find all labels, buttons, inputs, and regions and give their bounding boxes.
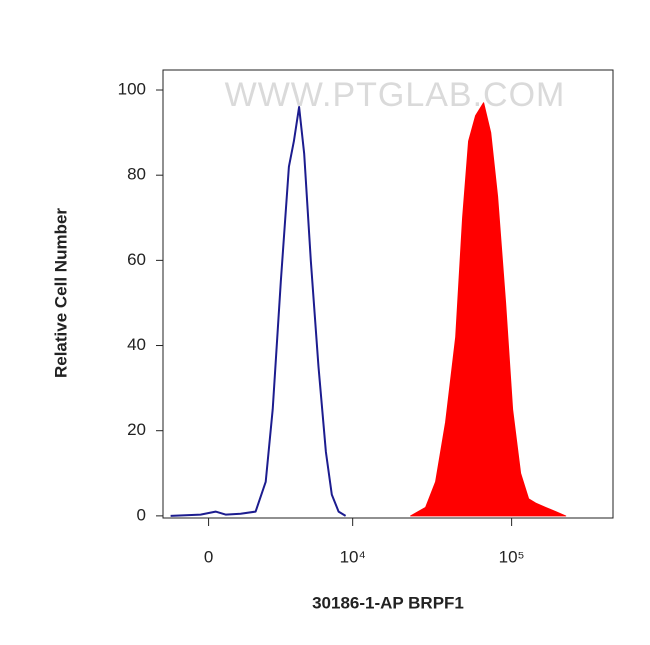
y-axis-label: Relative Cell Number bbox=[51, 208, 70, 378]
y-tick-label: 0 bbox=[137, 505, 146, 524]
outline-histogram bbox=[170, 106, 347, 517]
y-tick-label: 60 bbox=[127, 250, 146, 269]
x-tick-label: 10⁴ bbox=[340, 547, 366, 566]
y-tick-label: 40 bbox=[127, 335, 146, 354]
x-tick-label: 0 bbox=[204, 547, 213, 566]
plot-frame bbox=[162, 69, 614, 519]
y-tick-label: 20 bbox=[127, 420, 146, 439]
y-tick-label: 100 bbox=[118, 79, 146, 98]
filled-histogram bbox=[410, 102, 567, 517]
x-tick-label: 10⁵ bbox=[499, 547, 525, 566]
y-tick-label: 80 bbox=[127, 165, 146, 184]
watermark: WWW.PTGLAB.COM bbox=[225, 76, 566, 114]
x-axis-label: 30186-1-AP BRPF1 bbox=[312, 593, 464, 612]
